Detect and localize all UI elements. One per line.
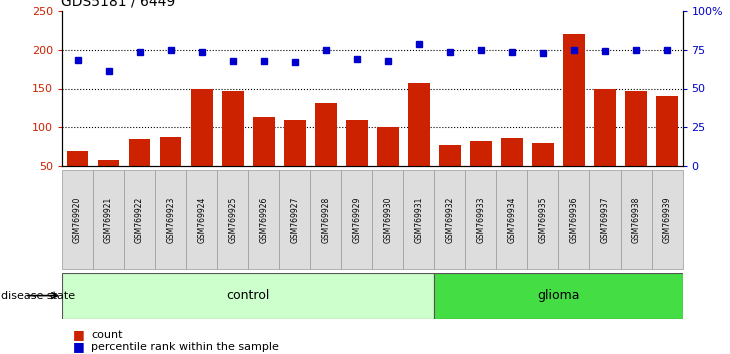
Bar <box>404 170 434 269</box>
Bar <box>563 34 585 205</box>
Bar <box>377 127 399 205</box>
Text: GSM769936: GSM769936 <box>569 196 578 243</box>
Bar <box>590 170 620 269</box>
Bar <box>124 170 155 269</box>
Text: GDS5181 / 6449: GDS5181 / 6449 <box>61 0 176 8</box>
Text: GSM769925: GSM769925 <box>228 196 237 243</box>
Text: GSM769933: GSM769933 <box>477 196 485 243</box>
Text: control: control <box>226 289 270 302</box>
Bar <box>186 170 218 269</box>
Bar <box>501 138 523 205</box>
Text: disease state: disease state <box>1 291 75 301</box>
Bar <box>656 96 678 205</box>
Bar <box>253 117 274 205</box>
Bar <box>310 170 342 269</box>
Text: GSM769929: GSM769929 <box>353 196 361 243</box>
Text: ■: ■ <box>73 341 85 353</box>
Bar <box>625 91 647 205</box>
Bar <box>191 88 212 205</box>
Text: count: count <box>91 330 123 339</box>
Text: GSM769923: GSM769923 <box>166 196 175 243</box>
Bar <box>652 170 683 269</box>
Text: percentile rank within the sample: percentile rank within the sample <box>91 342 279 352</box>
Bar <box>434 273 683 319</box>
Bar <box>222 91 244 205</box>
Bar <box>594 89 616 205</box>
Bar <box>93 170 124 269</box>
Text: GSM769927: GSM769927 <box>291 196 299 243</box>
Bar <box>218 170 248 269</box>
Bar <box>342 170 372 269</box>
Bar <box>439 144 461 205</box>
Bar <box>62 170 93 269</box>
Bar <box>470 142 492 205</box>
Bar <box>66 151 88 205</box>
Bar <box>315 103 337 205</box>
Bar <box>408 83 430 205</box>
Text: GSM769930: GSM769930 <box>383 196 392 243</box>
Text: glioma: glioma <box>537 289 580 302</box>
Bar <box>346 120 368 205</box>
Text: GSM769935: GSM769935 <box>539 196 548 243</box>
Bar <box>558 170 590 269</box>
Bar <box>372 170 404 269</box>
Bar <box>128 139 150 205</box>
Text: GSM769928: GSM769928 <box>321 196 330 242</box>
Bar <box>284 120 306 205</box>
Text: GSM769926: GSM769926 <box>259 196 268 243</box>
Bar <box>528 170 558 269</box>
Text: GSM769937: GSM769937 <box>601 196 610 243</box>
Text: ■: ■ <box>73 328 85 341</box>
Bar <box>62 273 434 319</box>
Text: GSM769931: GSM769931 <box>415 196 423 243</box>
Bar <box>155 170 186 269</box>
Bar <box>434 170 466 269</box>
Text: GSM769924: GSM769924 <box>197 196 206 243</box>
Text: GSM769934: GSM769934 <box>507 196 516 243</box>
Text: GSM769938: GSM769938 <box>631 196 640 243</box>
Bar <box>496 170 528 269</box>
Text: GSM769920: GSM769920 <box>73 196 82 243</box>
Bar <box>280 170 310 269</box>
Text: GSM769921: GSM769921 <box>104 196 113 242</box>
Bar <box>248 170 280 269</box>
Bar <box>620 170 652 269</box>
Text: GSM769939: GSM769939 <box>663 196 672 243</box>
Bar <box>98 160 120 205</box>
Text: GSM769932: GSM769932 <box>445 196 454 243</box>
Bar <box>160 137 182 205</box>
Bar <box>466 170 496 269</box>
Text: GSM769922: GSM769922 <box>135 196 144 242</box>
Bar <box>532 143 554 205</box>
